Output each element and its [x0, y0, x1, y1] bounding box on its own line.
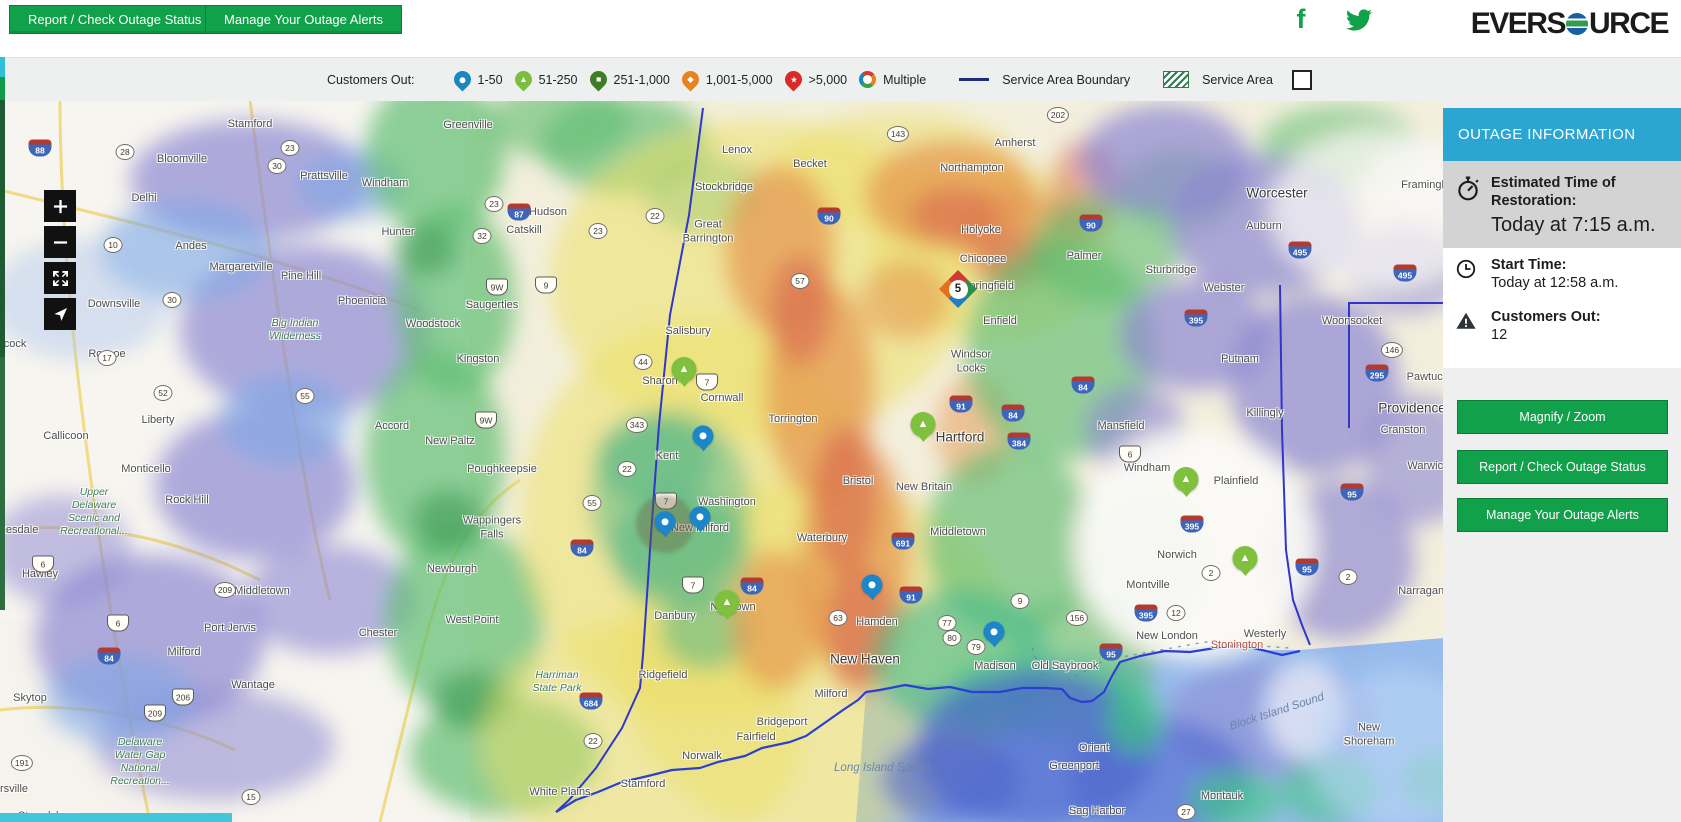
logo-text-left: EVERS: [1470, 7, 1567, 40]
legend-bar: Customers Out: 1-50 ▲ 51-250 ■ 251-1,000 ◆ 1,0…: [0, 57, 1681, 101]
minus-icon: [53, 240, 67, 244]
legend-item: ◆ 1,001-5,000: [678, 67, 773, 92]
radar-map-graphic: [0, 100, 1444, 822]
outage-marker-1-50[interactable]: [692, 425, 714, 447]
panel-report-outage-button[interactable]: Report / Check Outage Status: [1457, 450, 1668, 484]
outage-marker-1-50[interactable]: [861, 574, 883, 596]
stopwatch-icon: [1455, 174, 1481, 239]
etr-section: Estimated Time of Restoration: Today at …: [1443, 161, 1681, 248]
outage-marker-1-50[interactable]: [689, 506, 711, 528]
legend-item-label: Multiple: [883, 72, 927, 87]
legend-item-label: 251-1,000: [613, 72, 670, 87]
magnify-zoom-button[interactable]: Magnify / Zoom: [1457, 400, 1668, 434]
start-time-label: Start Time:: [1491, 257, 1567, 273]
legend-item: ■ 251-1,000: [585, 67, 670, 92]
outage-marker-51-250[interactable]: ▲: [910, 412, 936, 437]
clock-icon: [1455, 256, 1481, 294]
service-area-swatch: [1163, 71, 1190, 88]
outage-marker-1-50[interactable]: [983, 621, 1005, 643]
legend-item: Multiple: [859, 71, 926, 88]
legend-item-label: 51-250: [538, 72, 578, 87]
legend-item: ★ >5,000: [781, 67, 848, 92]
customers-out-label: Customers Out:: [1491, 309, 1601, 325]
manage-alerts-button[interactable]: Manage Your Outage Alerts: [205, 5, 403, 34]
circle-pin-icon: [450, 67, 475, 92]
facebook-icon[interactable]: f: [1296, 4, 1306, 34]
globe-icon: [1565, 13, 1588, 35]
report-outage-button[interactable]: Report / Check Outage Status: [9, 5, 221, 34]
radar-tile-strip: [0, 813, 232, 822]
outage-marker-51-250[interactable]: ▲: [1173, 467, 1199, 492]
warning-icon: [1455, 308, 1481, 346]
square-pin-icon: ■: [585, 67, 611, 92]
radar-scale-strip: [0, 57, 5, 610]
outage-details-section: Start Time: Today at 12:58 a.m. Customer…: [1443, 248, 1681, 368]
outage-marker-1-50[interactable]: [654, 511, 676, 533]
outage-marker-51-250[interactable]: ▲: [714, 590, 740, 615]
legend-item: ▲ 51-250: [511, 67, 578, 92]
fullscreen-icon: [52, 270, 68, 286]
outage-marker-51-250[interactable]: ▲: [671, 357, 697, 382]
panel-manage-alerts-button[interactable]: Manage Your Outage Alerts: [1457, 498, 1668, 532]
outage-information-panel: OUTAGE INFORMATION Estimated Time of Res…: [1443, 100, 1681, 822]
etr-value: Today at 7:15 a.m.: [1491, 214, 1656, 237]
etr-label: Estimated Time of Restoration:: [1491, 175, 1616, 210]
twitter-icon[interactable]: [1346, 7, 1373, 33]
star-pin-icon: ★: [781, 67, 806, 92]
legend-item-label: 1-50: [477, 72, 503, 87]
multiple-outage-icon: [859, 71, 877, 88]
zoom-in-button[interactable]: [44, 190, 76, 222]
service-area-label: Service Area: [1202, 72, 1273, 87]
my-location-icon: [53, 307, 67, 321]
fullscreen-button[interactable]: [44, 262, 76, 294]
outage-marker-51-250[interactable]: ▲: [1232, 546, 1258, 571]
eversource-logo[interactable]: EVERS URCE: [1470, 7, 1670, 41]
service-area-boundary-label: Service Area Boundary: [1002, 72, 1131, 87]
legend-item: 1-50: [450, 67, 503, 92]
top-bar: Report / Check Outage Status Manage Your…: [0, 0, 1681, 57]
service-area-checkbox[interactable]: [1291, 69, 1312, 90]
service-area-boundary-swatch: [959, 78, 990, 81]
panel-title: OUTAGE INFORMATION: [1443, 108, 1681, 161]
plus-icon: [53, 199, 67, 213]
zoom-out-button[interactable]: [44, 226, 76, 258]
legend-item-label: >5,000: [808, 72, 848, 87]
triangle-pin-icon: ▲: [511, 67, 536, 92]
legend-title: Customers Out:: [327, 72, 415, 87]
legend-item-label: 1,001-5,000: [705, 72, 773, 87]
diamond-pin-icon: ◆: [678, 67, 703, 92]
customers-out-value: 12: [1491, 327, 1508, 344]
outage-map[interactable]: Stamford Bloomville Delhi Prattsville Windha…: [0, 100, 1444, 822]
cluster-count: 5: [948, 279, 968, 299]
start-time-value: Today at 12:58 a.m.: [1491, 275, 1619, 292]
my-location-button[interactable]: [44, 298, 76, 330]
logo-text-right: URCE: [1588, 7, 1670, 40]
